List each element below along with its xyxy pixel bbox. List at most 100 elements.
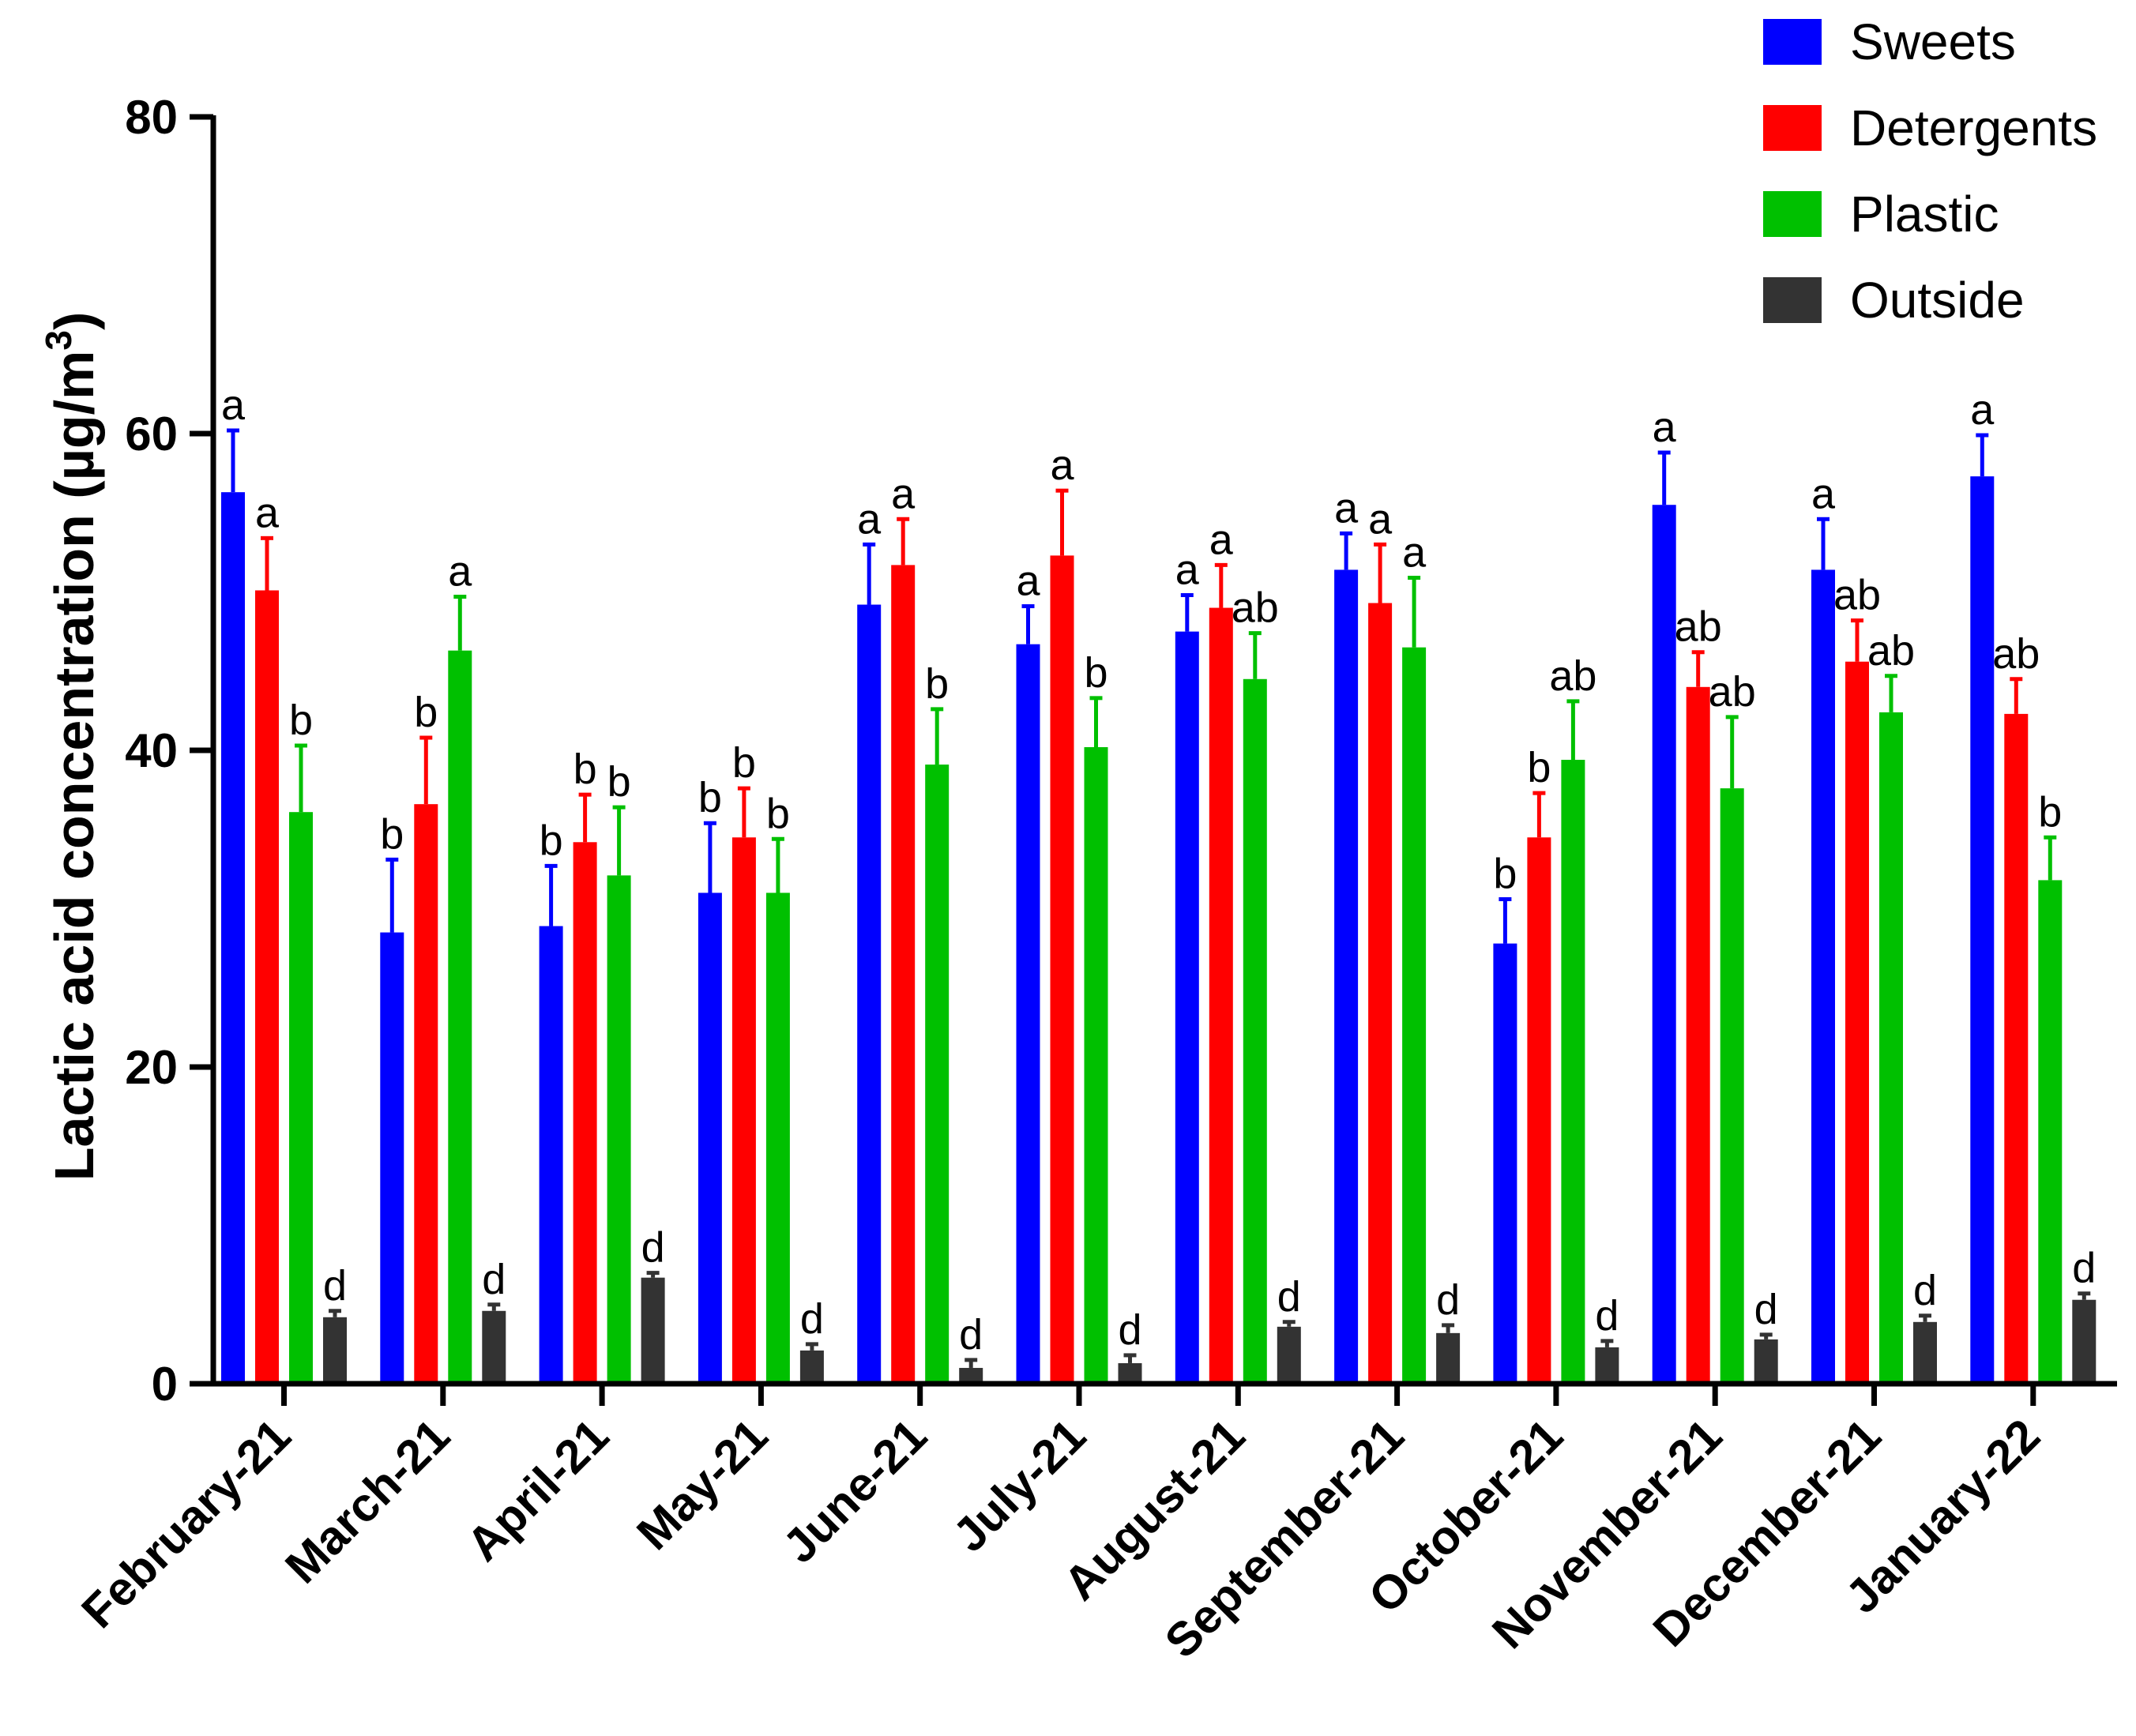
y-tick-label-80: 80 [125, 91, 178, 144]
sig-letter-sweets-april-21: b [540, 817, 563, 864]
bar-detergents-october-21 [1527, 837, 1551, 1384]
sig-letter-outside-april-21: d [641, 1224, 665, 1272]
sig-letter-outside-february-21: d [323, 1262, 347, 1310]
sig-letter-detergents-june-21: a [891, 470, 916, 517]
sig-letter-outside-march-21: d [482, 1256, 506, 1303]
legend-label-plastic: Plastic [1850, 186, 1999, 242]
sig-letter-outside-january-22: d [2072, 1245, 2096, 1292]
sig-letter-detergents-december-21: ab [1833, 572, 1881, 619]
sig-letter-sweets-june-21: a [857, 495, 882, 543]
bar-sweets-august-21 [1175, 631, 1199, 1384]
bar-outside-october-21 [1595, 1347, 1619, 1384]
bar-outside-april-21 [641, 1277, 665, 1384]
bar-outside-february-21 [323, 1317, 347, 1384]
sig-letter-plastic-july-21: b [1084, 649, 1107, 697]
sig-letter-plastic-november-21: ab [1709, 668, 1756, 716]
legend-label-outside: Outside [1850, 272, 2025, 329]
bar-sweets-may-21 [698, 892, 722, 1384]
sig-letter-plastic-december-21: ab [1867, 627, 1915, 674]
bar-detergents-february-21 [255, 590, 279, 1384]
legend-swatch-outside [1763, 277, 1822, 323]
bar-outside-july-21 [1118, 1362, 1142, 1384]
bar-sweets-march-21 [380, 932, 404, 1384]
bar-plastic-november-21 [1720, 788, 1744, 1384]
legend-label-detergents: Detergents [1850, 100, 2097, 156]
sig-letter-sweets-february-21: a [221, 381, 246, 429]
x-tick-label-june-21: June-21 [773, 1409, 937, 1573]
bar-sweets-april-21 [539, 926, 563, 1384]
y-axis-title: Lactic acid concentration (µg/m3) [38, 312, 105, 1182]
bar-detergents-november-21 [1686, 686, 1710, 1384]
sig-letter-outside-may-21: d [800, 1295, 824, 1343]
x-tick-label-april-21: April-21 [457, 1409, 619, 1571]
sig-letter-outside-june-21: d [959, 1311, 983, 1358]
bar-detergents-august-21 [1209, 607, 1233, 1384]
bar-plastic-january-22 [2038, 880, 2063, 1384]
sig-letter-plastic-august-21: ab [1232, 584, 1279, 632]
sig-letter-detergents-november-21: ab [1675, 603, 1722, 651]
bar-plastic-december-21 [1879, 712, 1903, 1384]
bar-plastic-may-21 [765, 892, 790, 1384]
bar-detergents-december-21 [1845, 661, 1869, 1384]
bar-plastic-june-21 [925, 765, 950, 1384]
x-tick-label-march-21: March-21 [275, 1409, 460, 1594]
sig-letter-plastic-october-21: ab [1549, 652, 1596, 700]
bar-outside-august-21 [1277, 1326, 1301, 1384]
sig-letter-plastic-march-21: a [448, 548, 472, 596]
bar-plastic-august-21 [1243, 678, 1267, 1384]
bar-sweets-november-21 [1652, 505, 1676, 1384]
bar-sweets-july-21 [1016, 644, 1040, 1384]
y-tick-label-60: 60 [125, 408, 178, 460]
bar-outside-september-21 [1436, 1332, 1461, 1384]
bar-plastic-april-21 [607, 875, 631, 1384]
y-tick-label-20: 20 [125, 1041, 178, 1094]
bar-sweets-october-21 [1493, 943, 1517, 1384]
sig-letter-sweets-january-22: a [1970, 386, 1995, 434]
legend-label-sweets: Sweets [1850, 13, 2016, 70]
sig-letter-plastic-september-21: a [1402, 528, 1427, 576]
sig-letter-sweets-december-21: a [1811, 470, 1836, 517]
bar-detergents-may-21 [731, 837, 756, 1384]
sig-letter-outside-august-21: d [1277, 1273, 1301, 1321]
bar-plastic-july-21 [1084, 746, 1108, 1384]
bar-plastic-september-21 [1402, 647, 1427, 1384]
sig-letter-plastic-january-22: b [2038, 788, 2062, 836]
sig-letter-detergents-october-21: b [1527, 744, 1551, 791]
bar-outside-november-21 [1754, 1339, 1778, 1384]
bar-sweets-september-21 [1334, 569, 1359, 1385]
sig-letter-detergents-july-21: a [1050, 442, 1074, 489]
bar-sweets-december-21 [1811, 569, 1835, 1385]
bar-detergents-september-21 [1368, 603, 1393, 1384]
bar-detergents-june-21 [891, 565, 916, 1384]
sig-letter-outside-november-21: d [1754, 1286, 1778, 1333]
bar-sweets-january-22 [1970, 476, 1995, 1384]
legend-swatch-sweets [1763, 19, 1822, 65]
sig-letter-outside-july-21: d [1118, 1306, 1141, 1354]
sig-letter-detergents-may-21: b [732, 739, 756, 787]
sig-letter-sweets-august-21: a [1175, 547, 1200, 594]
sig-letter-plastic-may-21: b [766, 790, 790, 837]
bar-outside-december-21 [1913, 1321, 1937, 1384]
sig-letter-detergents-january-22: ab [1992, 630, 2040, 678]
x-tick-label-may-21: May-21 [626, 1409, 777, 1560]
x-tick-label-february-21: February-21 [71, 1409, 300, 1638]
bar-outside-june-21 [959, 1367, 983, 1384]
sig-letter-detergents-august-21: a [1209, 516, 1234, 563]
legend-swatch-plastic [1763, 191, 1822, 237]
sig-letter-outside-december-21: d [1913, 1267, 1937, 1314]
sig-letter-outside-september-21: d [1436, 1276, 1460, 1324]
bar-outside-january-22 [2072, 1299, 2097, 1384]
y-tick-label-40: 40 [125, 724, 178, 777]
sig-letter-sweets-may-21: b [698, 774, 722, 821]
sig-letter-detergents-march-21: b [414, 689, 438, 736]
legend: Sweets Detergents Plastic Outside [1763, 13, 2097, 329]
sig-letter-sweets-july-21: a [1016, 558, 1040, 605]
sig-letter-sweets-march-21: b [380, 810, 404, 858]
bar-detergents-march-21 [414, 804, 438, 1384]
sig-letter-sweets-november-21: a [1653, 404, 1677, 451]
sig-letter-plastic-february-21: b [289, 697, 313, 744]
sig-letter-plastic-june-21: b [925, 660, 949, 708]
